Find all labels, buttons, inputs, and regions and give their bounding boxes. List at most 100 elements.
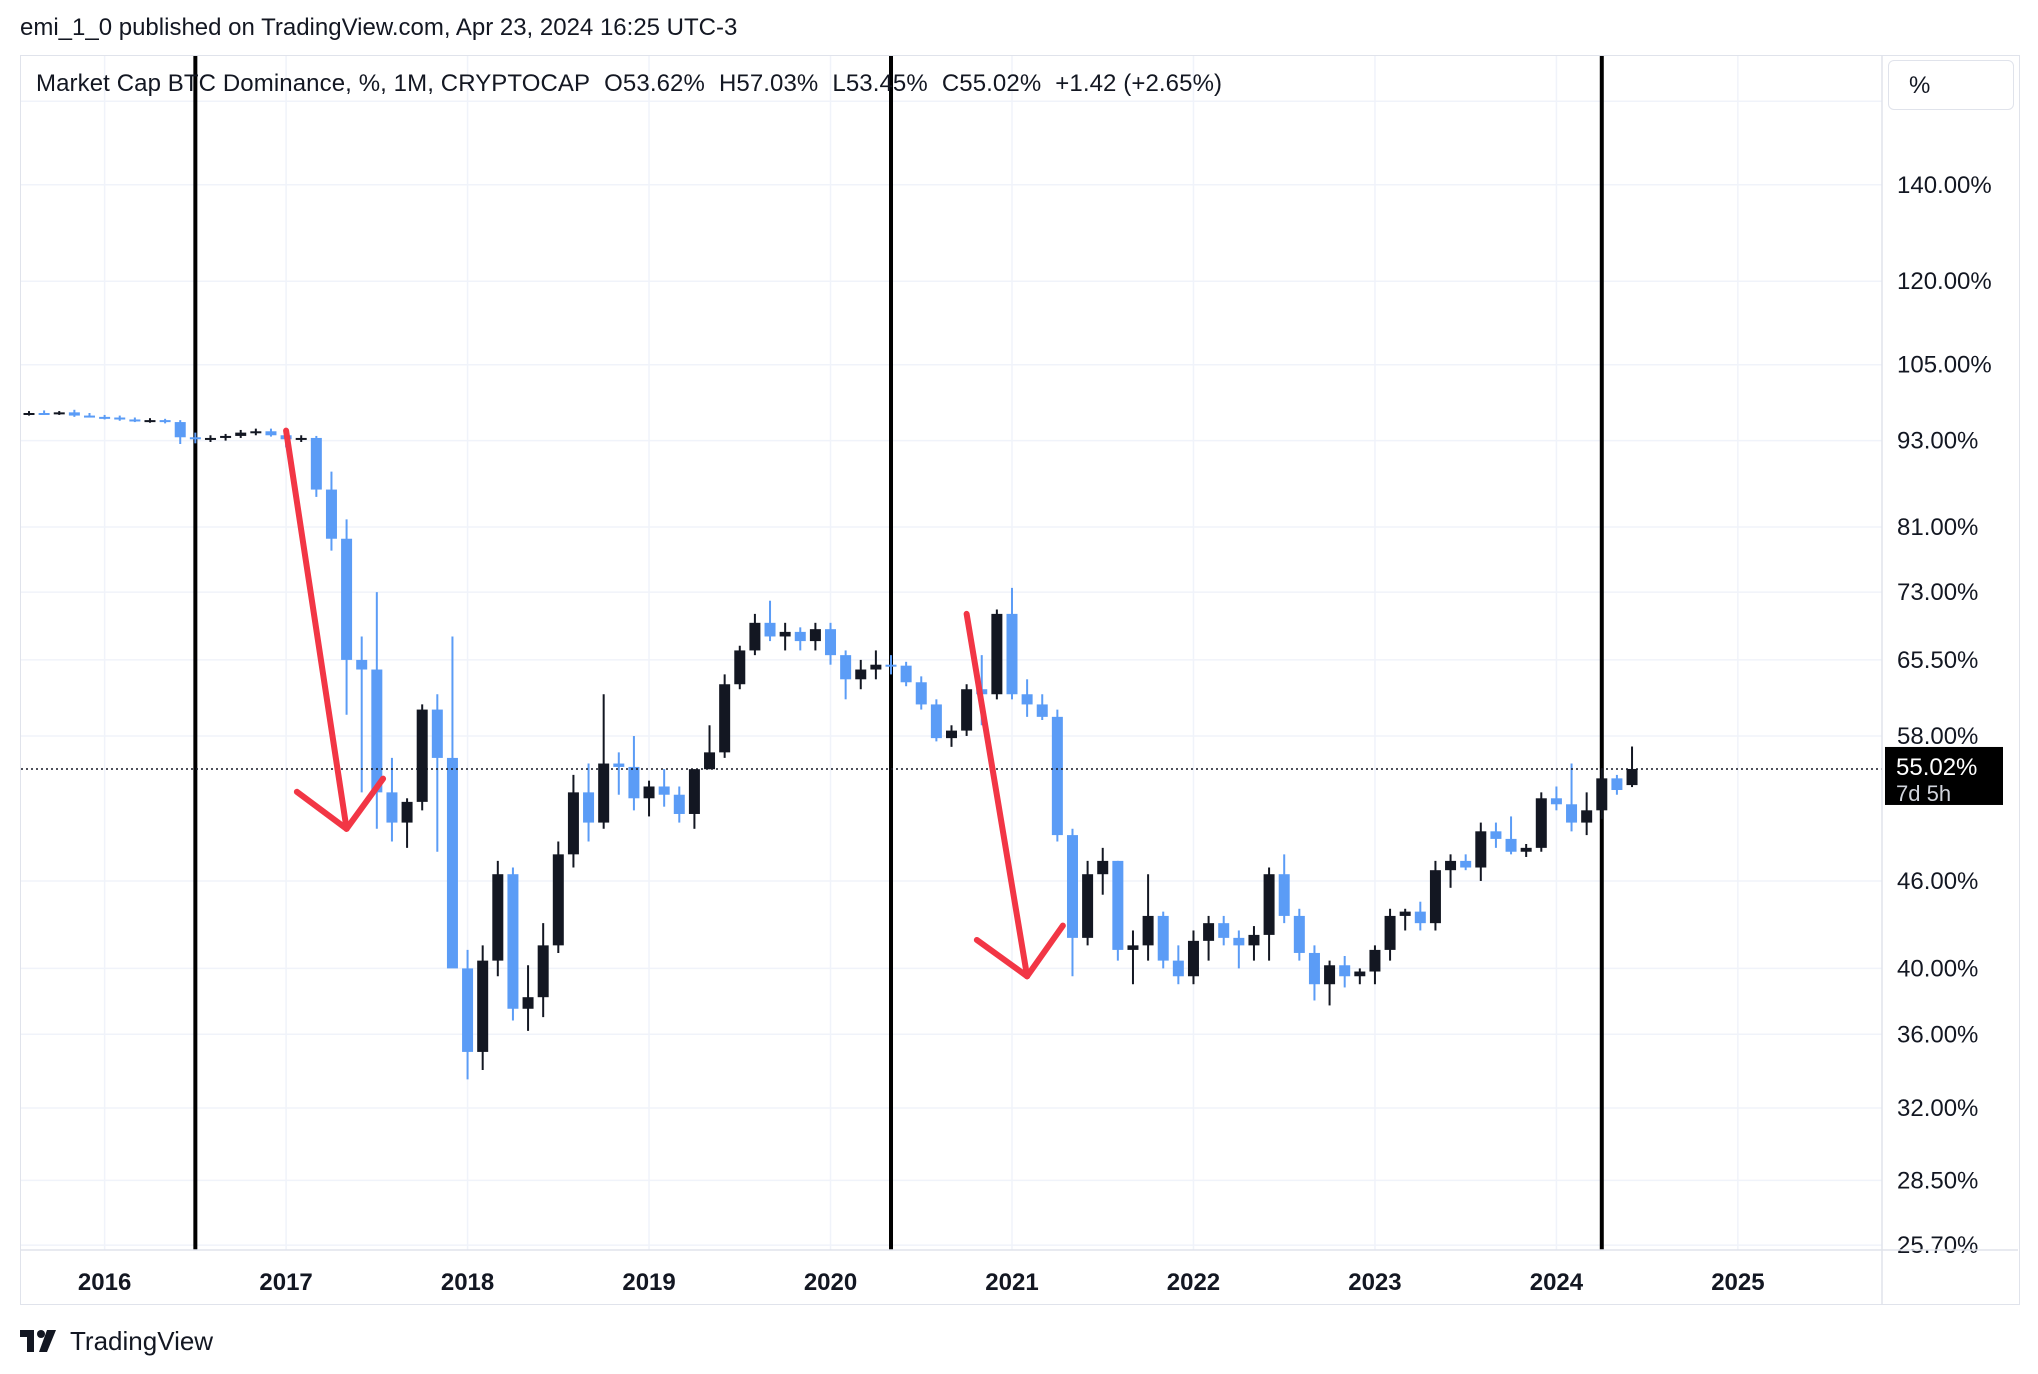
price-tag-countdown: 7d 5h (1896, 781, 1951, 806)
candle-body (341, 538, 353, 660)
y-tick-label: 93.00% (1897, 428, 1978, 455)
candle (1414, 901, 1426, 931)
candle (1066, 828, 1078, 977)
candle-body (416, 709, 428, 802)
candle-body (1354, 971, 1366, 977)
arrow-head-stroke (293, 788, 350, 832)
candle (1475, 822, 1487, 881)
candle-body (900, 665, 912, 683)
candle-body (688, 769, 700, 814)
candle-body (492, 874, 504, 961)
candle (915, 676, 927, 710)
candle (235, 429, 247, 438)
candle-body (1293, 915, 1305, 953)
candle (1187, 930, 1199, 985)
candle-body (809, 629, 821, 642)
legend-open: O53.62% (604, 70, 705, 97)
candle-body (1308, 952, 1320, 985)
chart-frame (20, 55, 2020, 1305)
footer-brand: TradingView (70, 1326, 214, 1356)
candle (310, 435, 322, 497)
candle-body (855, 669, 867, 680)
candle (1172, 945, 1184, 985)
candle (1097, 847, 1109, 895)
candle (220, 433, 232, 441)
scale-mode-button[interactable]: % (1888, 60, 2014, 110)
candle-body (1475, 831, 1487, 868)
arrow-head-stroke (973, 936, 1031, 980)
candle (1535, 792, 1547, 852)
x-tick-label: 2025 (1711, 1269, 1764, 1296)
candle (1505, 816, 1517, 855)
vertical-markers (193, 56, 1604, 1250)
candle (1006, 587, 1018, 700)
candle-body (1369, 949, 1381, 972)
candle (1460, 854, 1472, 871)
candle (1581, 792, 1593, 836)
candle-body (250, 431, 262, 434)
candle (598, 694, 610, 829)
candle (704, 725, 716, 770)
candle (522, 965, 534, 1031)
candle (492, 860, 504, 977)
tradingview-logo-icon (20, 1329, 56, 1352)
candle (129, 417, 141, 423)
candle-body (114, 417, 126, 420)
legend-high: H57.03% (718, 70, 819, 97)
candle-body (1066, 835, 1078, 938)
candle-body (552, 854, 564, 946)
candle (416, 704, 428, 811)
candle (38, 410, 50, 415)
candle (613, 752, 625, 795)
candle (643, 780, 655, 817)
candle-body (719, 684, 731, 753)
candle-body (1399, 911, 1411, 916)
x-tick-label: 2016 (78, 1269, 131, 1296)
published-line: emi_1_0 published on TradingView.com, Ap… (20, 14, 738, 41)
candle (265, 428, 277, 437)
candle (628, 735, 640, 811)
candle (174, 420, 186, 445)
candle-body (144, 420, 156, 423)
drawn-arrow[interactable] (283, 427, 387, 832)
candle-body (946, 730, 957, 739)
candle (825, 622, 837, 665)
candle (658, 769, 670, 807)
candle-body (204, 437, 216, 440)
candle-body (189, 437, 201, 440)
candle (900, 661, 912, 687)
candle-body (1248, 934, 1260, 946)
candle-body (23, 412, 35, 415)
price-tag-value: 55.02% (1896, 754, 1977, 781)
candle (83, 412, 95, 418)
candle-body (1036, 704, 1048, 717)
candle (1233, 930, 1245, 969)
candle (114, 415, 126, 421)
candle (477, 945, 489, 1071)
candle-body (68, 412, 80, 416)
drawn-arrow[interactable] (963, 610, 1066, 980)
candle-body (749, 622, 761, 651)
candle (53, 411, 65, 415)
candle (1429, 860, 1441, 931)
candle-body (991, 613, 1003, 695)
x-tick-label: 2024 (1530, 1269, 1584, 1296)
candle-body (265, 431, 277, 436)
candle-body (1021, 694, 1033, 705)
candle-body (825, 629, 837, 656)
candle (946, 725, 957, 747)
candle-body (1384, 915, 1396, 950)
chart-legend: Market Cap BTC Dominance, %, 1M, CRYPTOC… (36, 70, 1236, 98)
candle (295, 435, 307, 442)
candle-body (1172, 960, 1184, 977)
candle-body (1203, 923, 1215, 941)
y-tick-label: 32.00% (1897, 1095, 1978, 1122)
candle (431, 694, 443, 852)
candle-body (779, 631, 791, 637)
candle-body (1550, 798, 1562, 805)
candle-body (1505, 838, 1517, 852)
candle-body (673, 794, 685, 814)
candle (1051, 709, 1063, 842)
candle (1626, 746, 1638, 788)
